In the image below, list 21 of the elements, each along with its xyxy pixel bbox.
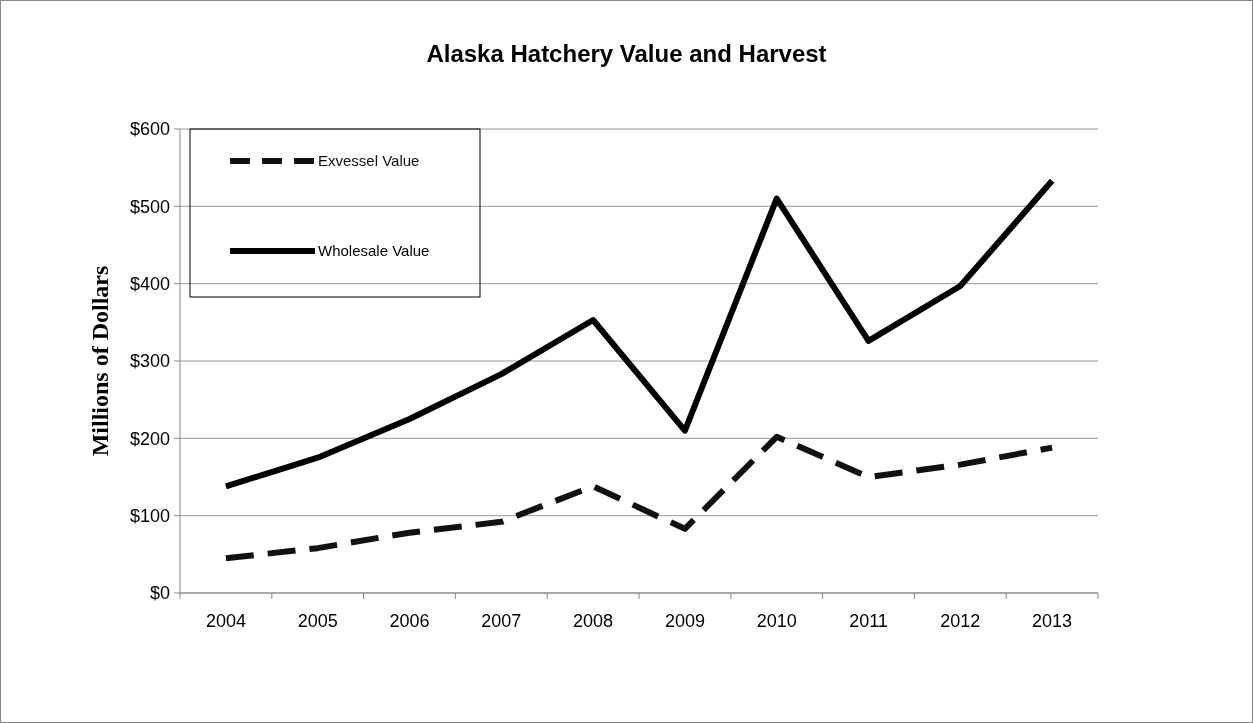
y-tick-label: $0 — [149, 583, 170, 604]
chart-title: Alaska Hatchery Value and Harvest — [426, 40, 827, 67]
y-tick-label: $500 — [129, 196, 170, 217]
y-tick-label: $400 — [129, 273, 170, 294]
y-tick-label: $100 — [129, 505, 170, 526]
x-tick-label: 2009 — [664, 611, 705, 631]
y-tick-label: $200 — [129, 428, 170, 449]
x-tick-label: 2010 — [756, 611, 797, 631]
y-axis-title: Millions of Dollars — [87, 265, 113, 457]
x-tick-label: 2012 — [940, 611, 981, 631]
text: Exvessel Value — [318, 152, 420, 170]
y-tick-label: $600 — [129, 119, 170, 140]
x-tick-label: 2005 — [297, 611, 338, 631]
text: Wholesale Value — [318, 242, 430, 260]
y-tick-label: $300 — [129, 351, 170, 372]
x-tick-label: 2004 — [205, 611, 246, 631]
x-tick-label: 2008 — [573, 611, 614, 631]
x-tick-label: 2007 — [481, 611, 522, 631]
x-tick-label: 2013 — [1032, 611, 1073, 631]
x-tick-label: 2011 — [849, 611, 888, 631]
x-tick-label: 2006 — [389, 611, 430, 631]
